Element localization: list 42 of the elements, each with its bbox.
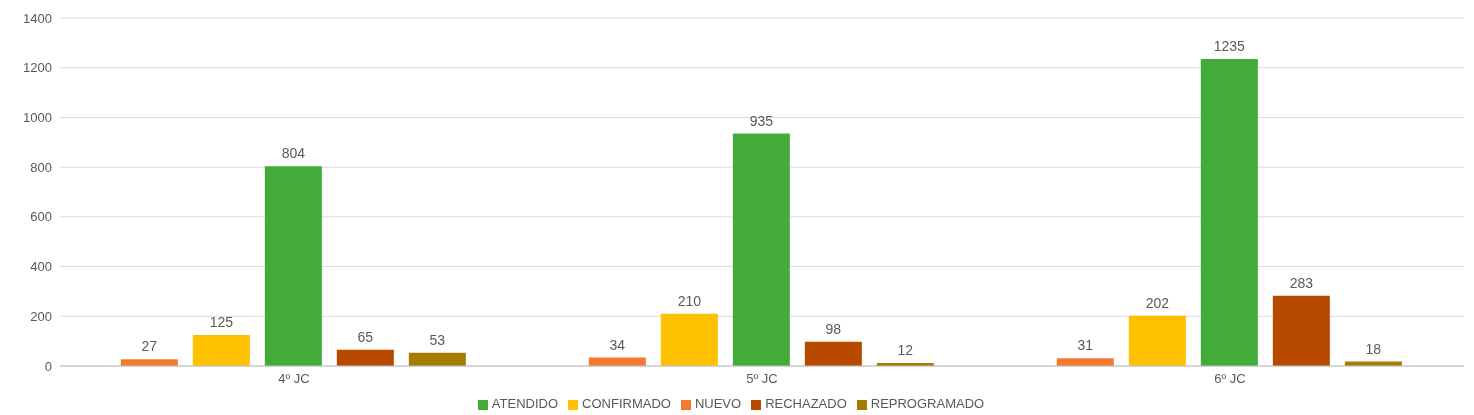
y-tick-label: 800 [30, 159, 52, 175]
y-tick-label: 1200 [23, 60, 52, 76]
bar [1056, 358, 1114, 366]
y-tick-label: 200 [30, 308, 52, 324]
bar [732, 133, 790, 366]
bar [1128, 315, 1186, 366]
data-label: 283 [1289, 274, 1314, 291]
legend-label: ATENDIDO [491, 396, 559, 411]
data-label: 125 [209, 313, 234, 330]
legend-label: NUEVO [694, 396, 742, 411]
x-tick-label: 4º JC [278, 371, 310, 387]
bar [1272, 295, 1330, 366]
data-label: 53 [429, 331, 446, 348]
bar [336, 349, 394, 366]
data-label: 65 [357, 328, 374, 345]
bar [264, 166, 322, 366]
data-label: 804 [281, 145, 306, 162]
y-tick-label: 0 [44, 358, 52, 374]
data-label: 27 [141, 338, 158, 355]
legend-label: CONFIRMADO [582, 396, 671, 411]
legend-label: RECHAZADO [765, 396, 847, 411]
y-tick-label: 1400 [23, 10, 52, 26]
bar [804, 341, 862, 366]
y-tick-label: 1000 [23, 110, 52, 126]
bar [192, 334, 250, 366]
data-label: 18 [1365, 340, 1382, 357]
data-label: 31 [1077, 337, 1094, 354]
bar [660, 313, 718, 366]
legend-label: REPROGRAMADO [870, 396, 985, 411]
x-tick-label: 5º JC [746, 371, 778, 387]
bar [1200, 59, 1258, 366]
data-label: 210 [677, 292, 702, 309]
data-label: 935 [749, 112, 774, 129]
data-label: 202 [1145, 294, 1170, 311]
data-label: 1235 [1213, 38, 1246, 55]
data-label: 12 [897, 342, 914, 359]
y-tick-label: 400 [30, 259, 52, 275]
data-label: 98 [825, 320, 842, 337]
data-label: 34 [609, 336, 626, 353]
y-tick-label: 600 [30, 209, 52, 225]
x-tick-label: 6º JC [1214, 371, 1246, 387]
bar [408, 352, 466, 366]
